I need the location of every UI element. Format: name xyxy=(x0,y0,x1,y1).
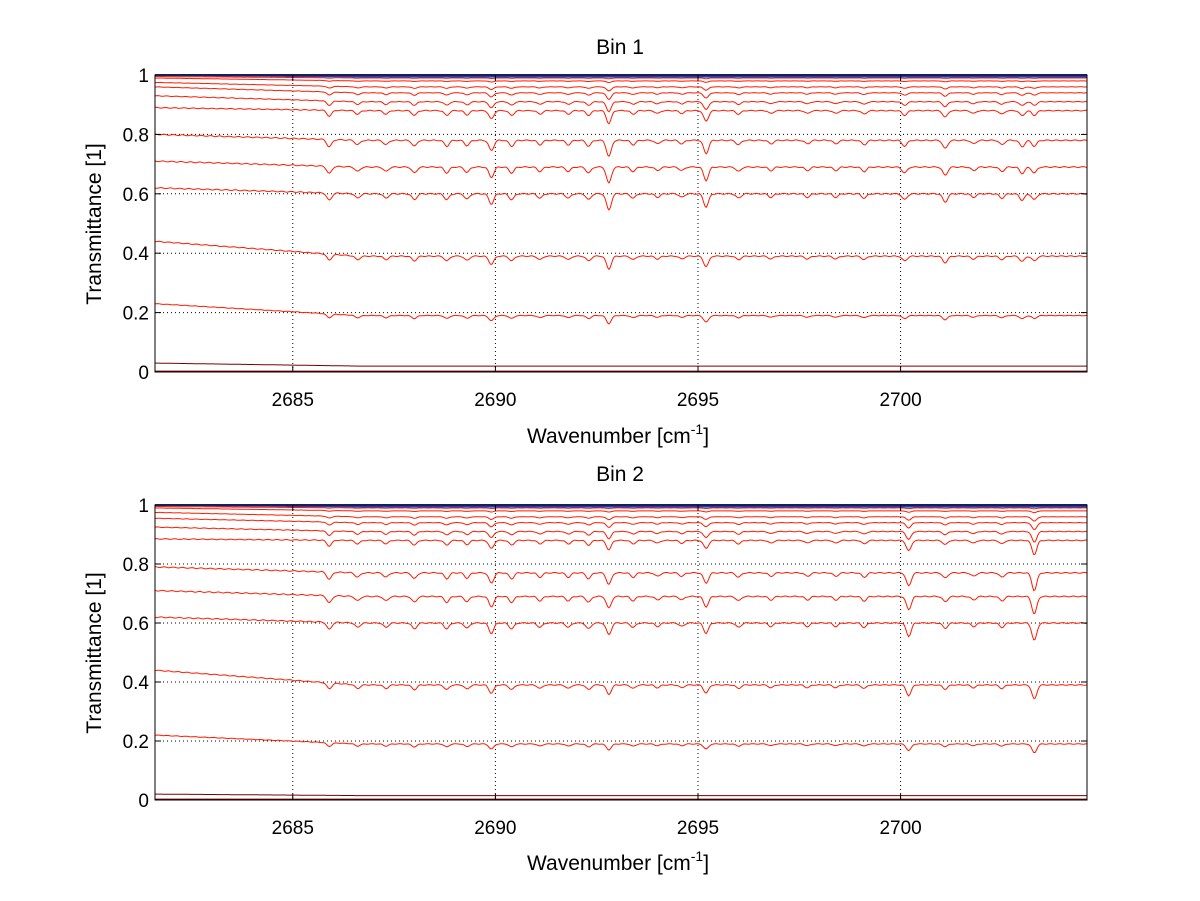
series-line xyxy=(154,133,1088,158)
x-tick-label: 2690 xyxy=(474,818,516,839)
x-tick-label: 2685 xyxy=(272,390,314,411)
series-line xyxy=(154,589,1088,615)
y-tick-label: 0.4 xyxy=(123,673,150,694)
x-tick-label: 2690 xyxy=(474,390,516,411)
y-axis-label: Transmittance [1] xyxy=(83,143,106,304)
series-line xyxy=(154,616,1088,641)
series-line xyxy=(154,95,1088,113)
y-tick-label: 0.2 xyxy=(123,304,149,325)
y-tick-label: 0.8 xyxy=(123,555,149,576)
x-tick-label: 2700 xyxy=(879,818,921,839)
series-line xyxy=(155,504,1087,508)
plot-area-frame xyxy=(154,504,1088,801)
chart-bin-1: Bin 1 Transmittance [1] Wavenumber [cm-1… xyxy=(83,36,1088,448)
x-tick-label: 2700 xyxy=(879,390,921,411)
y-tick-label: 1 xyxy=(138,66,149,87)
x-axis-label-superscript: -1 xyxy=(691,421,704,437)
series-line xyxy=(154,86,1088,101)
chart-bin-2: Bin 2 Transmittance [1] Wavenumber [cm-1… xyxy=(83,463,1088,875)
y-tick-label: 0.4 xyxy=(123,244,150,265)
series-line xyxy=(155,517,1088,530)
series-line xyxy=(154,507,1087,514)
chart-title: Bin 1 xyxy=(596,36,644,59)
x-tick-label: 2695 xyxy=(677,390,719,411)
x-axis-label-main: Wavenumber [cm xyxy=(527,852,691,875)
series-line xyxy=(155,76,1087,80)
series-line xyxy=(154,734,1088,753)
series-line xyxy=(155,74,1087,78)
x-axis-label: Wavenumber [cm-1] xyxy=(527,848,709,875)
y-tick-label: 1 xyxy=(138,496,149,517)
x-axis-label-close: ] xyxy=(703,425,709,448)
series-line xyxy=(154,81,1088,92)
series-line xyxy=(154,187,1088,211)
plot-area-frame xyxy=(154,74,1088,373)
series-line xyxy=(155,511,1087,522)
series-line xyxy=(154,160,1088,184)
series-line xyxy=(154,669,1088,699)
y-axis-label: Transmittance [1] xyxy=(83,572,106,733)
y-tick-label: 0 xyxy=(138,791,149,812)
x-axis-label-close: ] xyxy=(703,852,709,875)
x-tick-label: 2685 xyxy=(272,818,314,839)
x-axis-label: Wavenumber [cm-1] xyxy=(527,421,709,448)
series-line xyxy=(154,526,1088,543)
x-tick-label: 2695 xyxy=(677,818,719,839)
series-line xyxy=(154,566,1088,592)
series-line xyxy=(155,793,1087,797)
series-line xyxy=(154,106,1088,125)
series-line xyxy=(155,506,1088,510)
series-line xyxy=(155,362,1087,367)
series-line xyxy=(154,538,1088,556)
series-line xyxy=(154,303,1088,325)
y-tick-label: 0.2 xyxy=(123,732,149,753)
series-line xyxy=(155,77,1087,84)
y-tick-label: 0 xyxy=(138,363,149,384)
y-tick-label: 0.8 xyxy=(123,125,149,146)
x-axis-label-superscript: -1 xyxy=(691,848,704,864)
x-axis-label-main: Wavenumber [cm xyxy=(527,425,691,448)
y-tick-label: 0.6 xyxy=(123,614,149,635)
chart-title: Bin 2 xyxy=(596,463,644,486)
series-line xyxy=(154,240,1088,271)
y-tick-label: 0.6 xyxy=(123,185,149,206)
